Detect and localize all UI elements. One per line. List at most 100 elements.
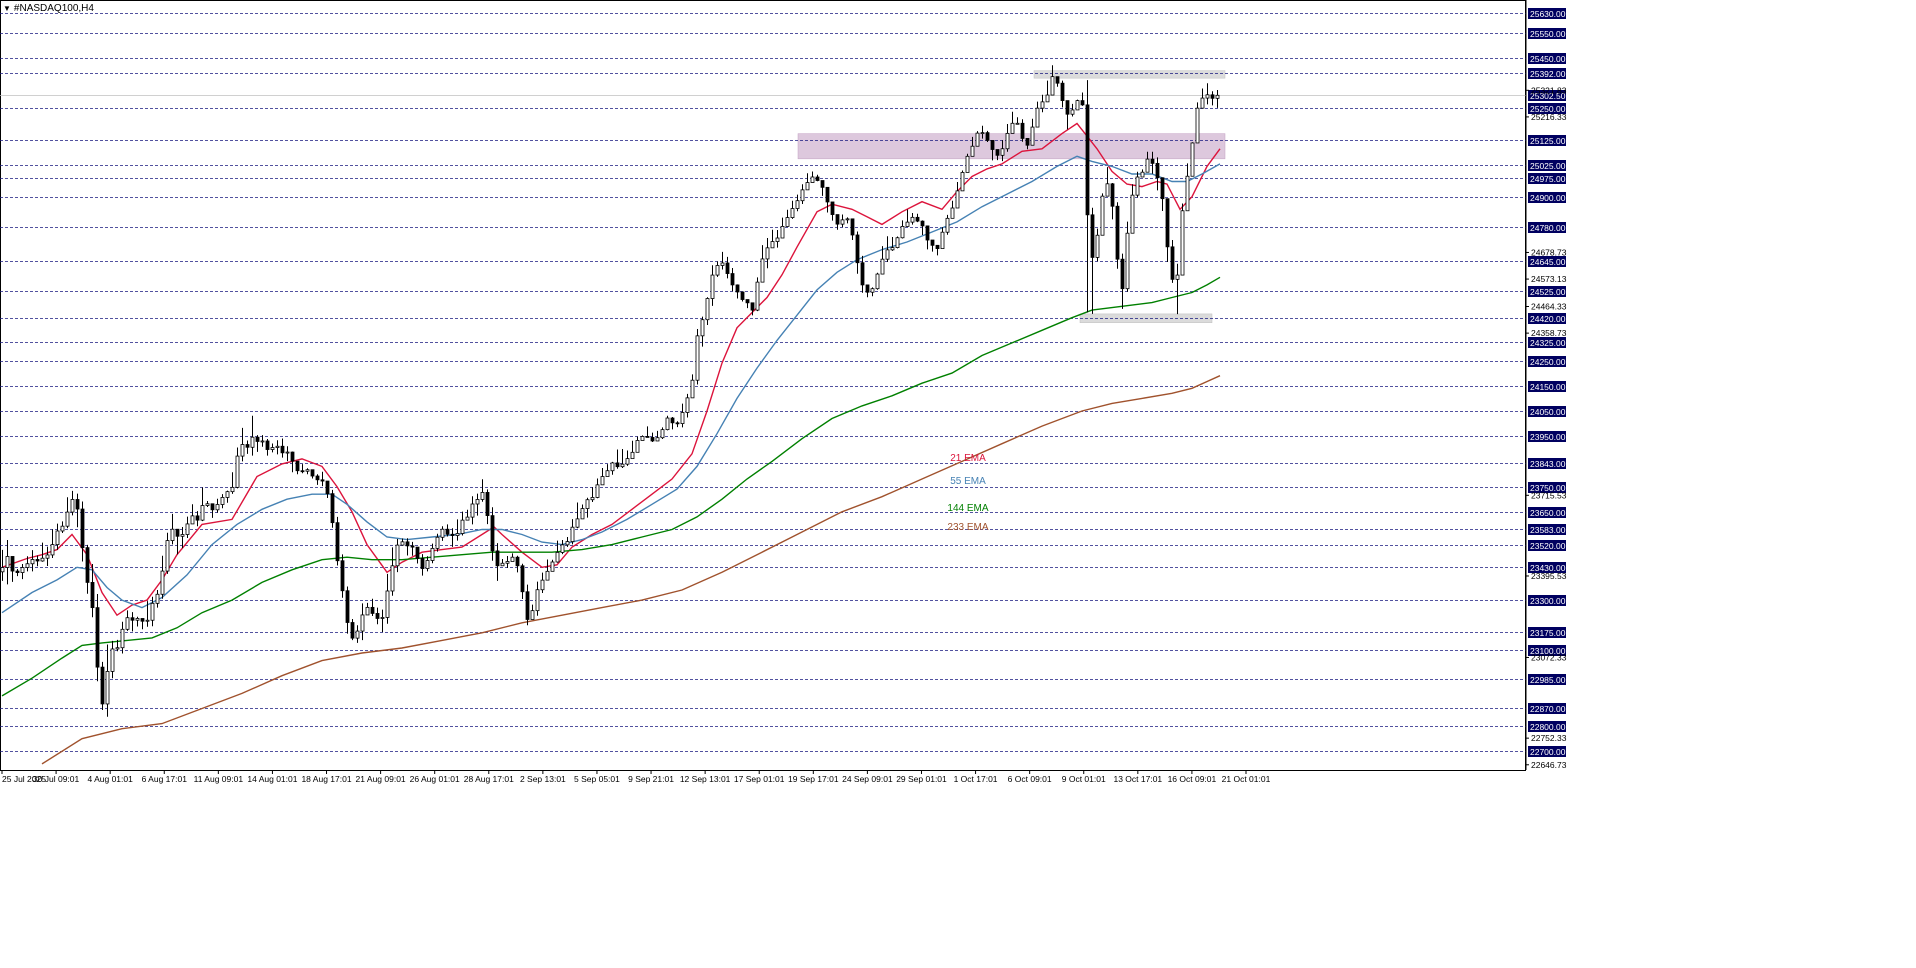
candle [975,131,980,147]
candle [280,438,285,458]
price-tick-label: 23715.53 [1531,490,1567,500]
level-label-bg [1528,507,1566,518]
level-label: 24780.00 [1530,223,1566,233]
candle [920,220,925,235]
level-label: 24900.00 [1530,193,1566,203]
candle [825,186,830,213]
candle [1035,101,1040,128]
candle [255,435,260,452]
candle [915,213,920,223]
candle [1215,90,1220,108]
level-label-bg [1528,222,1566,233]
candle [1010,111,1015,134]
time-tick-label: 2 Sep 13:01 [520,774,566,784]
time-tick-label: 9 Sep 21:01 [628,774,674,784]
candle [1025,138,1030,150]
candle [105,644,110,717]
candle [940,227,945,249]
candle [840,214,845,228]
candle [20,564,25,580]
candle [165,532,170,574]
candle [575,502,580,529]
candle [530,604,535,620]
candle [115,639,120,652]
candle [260,435,265,447]
candle [185,516,190,539]
candle [35,555,40,567]
candle [225,490,230,503]
candle [1120,253,1125,309]
candle [700,316,705,347]
candle [45,546,50,567]
candle [450,528,455,547]
time-tick-label: 11 Aug 09:01 [194,774,244,784]
level-label: 24420.00 [1530,314,1566,324]
price-tick-label: 22752.33 [1531,733,1567,743]
price-tick-label: 24678.73 [1531,247,1567,257]
level-label-bg [1528,192,1566,203]
candle [785,209,790,227]
level-label-bg [1528,627,1566,638]
candle [65,497,70,529]
candle [800,184,805,204]
candle [760,245,765,283]
candle [630,440,635,460]
resistance-zone [797,133,1226,160]
time-tick-label: 18 Aug 17:01 [301,774,351,784]
candle [1050,65,1055,96]
candle [425,556,430,572]
candle [300,464,305,474]
level-label-bg [1528,458,1566,469]
level-label-bg [1528,703,1566,714]
level-label-bg [1528,746,1566,757]
candle [965,153,970,173]
level-label: 25392.00 [1530,69,1566,79]
candle [695,329,700,385]
time-tick-label: 16 Oct 09:01 [1168,774,1217,784]
time-tick-label: 12 Sep 13:01 [680,774,731,784]
candle [1040,94,1045,113]
candle [1180,203,1185,276]
candle [685,393,690,418]
candle [415,546,420,564]
candle [675,421,680,428]
candle [340,554,345,598]
candle [640,435,645,441]
candle [875,272,880,290]
candle [495,543,500,581]
candle [740,291,745,302]
level-label-bg [1528,135,1566,146]
candle [1090,207,1095,314]
ema-line-2 [1,155,1221,614]
candle [690,374,695,399]
candle [480,479,485,502]
candle [1205,83,1210,105]
candle [375,607,380,625]
candle [240,427,245,462]
candle [310,469,315,479]
candle [830,201,835,221]
candle [1080,92,1085,106]
candle [985,130,990,142]
price-tick-label: 23072.33 [1531,652,1567,662]
level-label-bg [1528,256,1566,267]
candle [570,519,575,545]
chart-title[interactable]: ▼ #NASDAQ100,H4 [3,3,94,14]
candle [1210,91,1215,106]
candle [1125,221,1130,292]
level-label-bg [1528,337,1566,348]
candle [130,612,135,632]
level-label: 24250.00 [1530,357,1566,367]
candle [485,489,490,525]
candle [275,440,280,455]
candle [1170,240,1175,283]
candle [220,494,225,509]
candle [850,218,855,241]
candle [775,229,780,248]
triangle-down-icon[interactable]: ▼ [3,4,11,13]
level-label-bg [1528,674,1566,685]
candle [475,493,480,516]
candle [815,174,820,182]
